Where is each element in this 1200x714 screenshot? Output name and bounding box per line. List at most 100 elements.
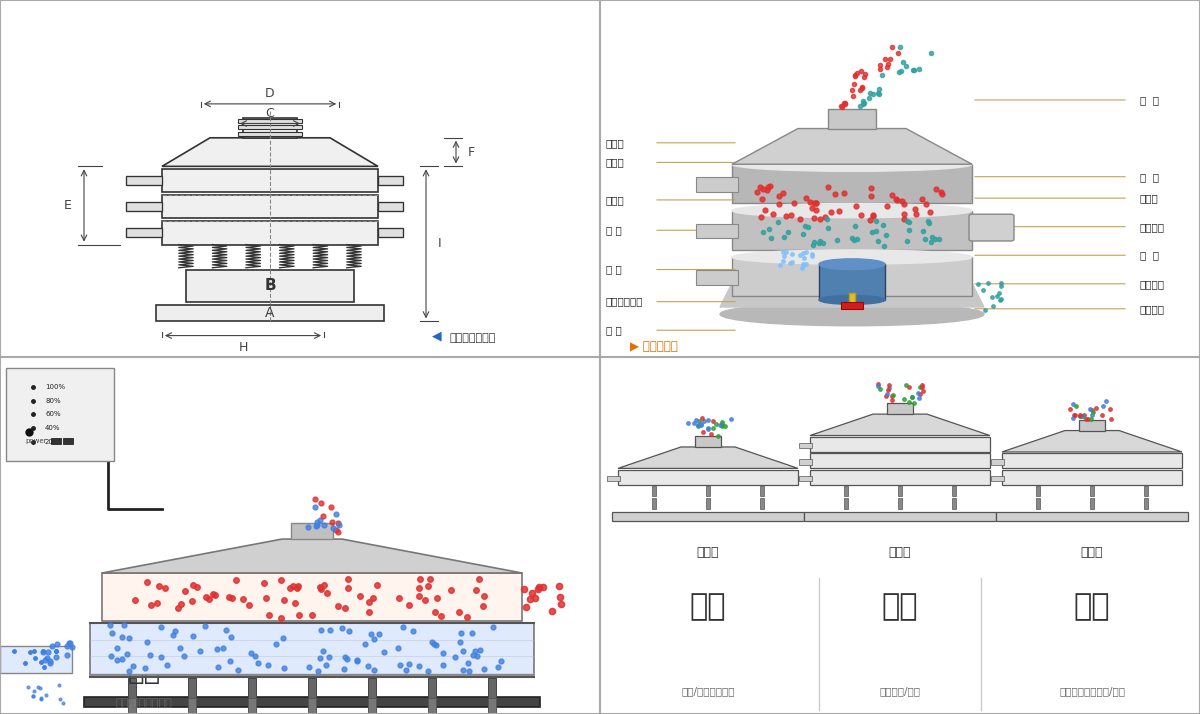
FancyBboxPatch shape <box>186 269 354 301</box>
Polygon shape <box>162 138 378 166</box>
Text: 颗粒/粉末准确分级: 颗粒/粉末准确分级 <box>682 686 734 696</box>
FancyBboxPatch shape <box>1002 453 1182 468</box>
FancyBboxPatch shape <box>804 513 996 521</box>
Ellipse shape <box>818 296 886 304</box>
FancyBboxPatch shape <box>292 523 332 539</box>
FancyBboxPatch shape <box>52 438 60 444</box>
FancyBboxPatch shape <box>810 437 990 452</box>
FancyBboxPatch shape <box>128 698 137 714</box>
Text: 外形尺寸示意图: 外形尺寸示意图 <box>450 333 497 343</box>
FancyBboxPatch shape <box>188 678 197 698</box>
FancyBboxPatch shape <box>732 257 972 296</box>
FancyBboxPatch shape <box>810 470 990 485</box>
FancyBboxPatch shape <box>760 498 764 508</box>
FancyBboxPatch shape <box>607 476 620 481</box>
FancyBboxPatch shape <box>428 678 437 698</box>
FancyBboxPatch shape <box>696 177 738 192</box>
FancyBboxPatch shape <box>844 498 848 508</box>
Text: 60%: 60% <box>46 411 61 418</box>
Text: 80%: 80% <box>46 398 61 404</box>
FancyBboxPatch shape <box>126 203 162 211</box>
Text: 除杂: 除杂 <box>1074 592 1110 621</box>
FancyBboxPatch shape <box>887 403 913 414</box>
Ellipse shape <box>732 250 972 264</box>
FancyBboxPatch shape <box>799 459 812 465</box>
FancyBboxPatch shape <box>156 306 384 321</box>
Text: power: power <box>25 438 47 444</box>
Text: 出料口: 出料口 <box>606 195 625 205</box>
Text: 分级: 分级 <box>690 592 726 621</box>
FancyBboxPatch shape <box>991 459 1004 465</box>
Text: F: F <box>468 146 475 159</box>
FancyBboxPatch shape <box>368 698 377 714</box>
Ellipse shape <box>818 258 886 270</box>
Ellipse shape <box>732 157 972 171</box>
Text: 去除异物/结块: 去除异物/结块 <box>880 686 920 696</box>
FancyBboxPatch shape <box>1002 470 1182 485</box>
FancyBboxPatch shape <box>248 698 257 714</box>
FancyBboxPatch shape <box>810 453 990 468</box>
Text: 100%: 100% <box>46 384 65 391</box>
Text: 筛  网: 筛 网 <box>1140 95 1159 105</box>
Text: 上部重锤: 上部重锤 <box>1140 221 1165 232</box>
Polygon shape <box>102 539 522 573</box>
FancyBboxPatch shape <box>248 678 257 698</box>
FancyBboxPatch shape <box>952 486 956 496</box>
Ellipse shape <box>732 203 972 218</box>
FancyBboxPatch shape <box>612 513 804 521</box>
Text: 束 环: 束 环 <box>606 225 622 236</box>
FancyBboxPatch shape <box>378 228 403 237</box>
FancyBboxPatch shape <box>1090 486 1094 496</box>
Text: 20%: 20% <box>46 438 60 445</box>
Text: 弹 簧: 弹 簧 <box>606 264 622 275</box>
Text: 双层式: 双层式 <box>1081 545 1103 558</box>
FancyBboxPatch shape <box>487 698 497 714</box>
FancyBboxPatch shape <box>706 498 710 508</box>
FancyBboxPatch shape <box>799 476 812 481</box>
FancyBboxPatch shape <box>1036 498 1040 508</box>
Text: 加重块: 加重块 <box>1140 193 1159 203</box>
FancyBboxPatch shape <box>307 678 317 698</box>
FancyBboxPatch shape <box>952 498 956 508</box>
Polygon shape <box>810 414 990 436</box>
FancyBboxPatch shape <box>162 195 378 218</box>
Text: C: C <box>265 107 275 120</box>
FancyBboxPatch shape <box>970 214 1014 241</box>
FancyBboxPatch shape <box>84 697 540 707</box>
Text: A: A <box>265 306 275 321</box>
Text: 下部重锤: 下部重锤 <box>1140 303 1165 314</box>
Polygon shape <box>618 447 798 468</box>
Text: 防尘盖: 防尘盖 <box>606 157 625 168</box>
Text: 颗粒/粉末准确分级: 颗粒/粉末准确分级 <box>115 697 173 707</box>
FancyBboxPatch shape <box>652 486 656 496</box>
Text: ▶ 结构示意图: ▶ 结构示意图 <box>630 341 678 353</box>
FancyBboxPatch shape <box>368 678 377 698</box>
FancyBboxPatch shape <box>818 264 886 300</box>
FancyBboxPatch shape <box>652 498 656 508</box>
Text: H: H <box>239 341 247 354</box>
FancyBboxPatch shape <box>850 293 854 307</box>
FancyBboxPatch shape <box>1090 498 1094 508</box>
FancyBboxPatch shape <box>90 623 534 675</box>
Polygon shape <box>732 129 972 164</box>
FancyBboxPatch shape <box>378 176 403 186</box>
FancyBboxPatch shape <box>841 303 863 308</box>
Text: B: B <box>264 278 276 293</box>
Text: 运输固定螺栓: 运输固定螺栓 <box>606 296 643 307</box>
FancyBboxPatch shape <box>244 118 298 138</box>
Text: I: I <box>438 237 442 251</box>
FancyBboxPatch shape <box>898 498 902 508</box>
Text: 去除液体中的颗粒/异物: 去除液体中的颗粒/异物 <box>1060 686 1126 696</box>
FancyBboxPatch shape <box>102 573 522 621</box>
FancyBboxPatch shape <box>696 271 738 284</box>
Text: 三层式: 三层式 <box>889 545 911 558</box>
FancyBboxPatch shape <box>898 486 902 496</box>
Text: 进料口: 进料口 <box>606 138 625 148</box>
Text: 过滤: 过滤 <box>882 592 918 621</box>
FancyBboxPatch shape <box>126 176 162 186</box>
FancyBboxPatch shape <box>428 698 437 714</box>
FancyBboxPatch shape <box>0 646 72 673</box>
FancyBboxPatch shape <box>799 443 812 448</box>
FancyBboxPatch shape <box>732 164 972 203</box>
FancyBboxPatch shape <box>1036 486 1040 496</box>
